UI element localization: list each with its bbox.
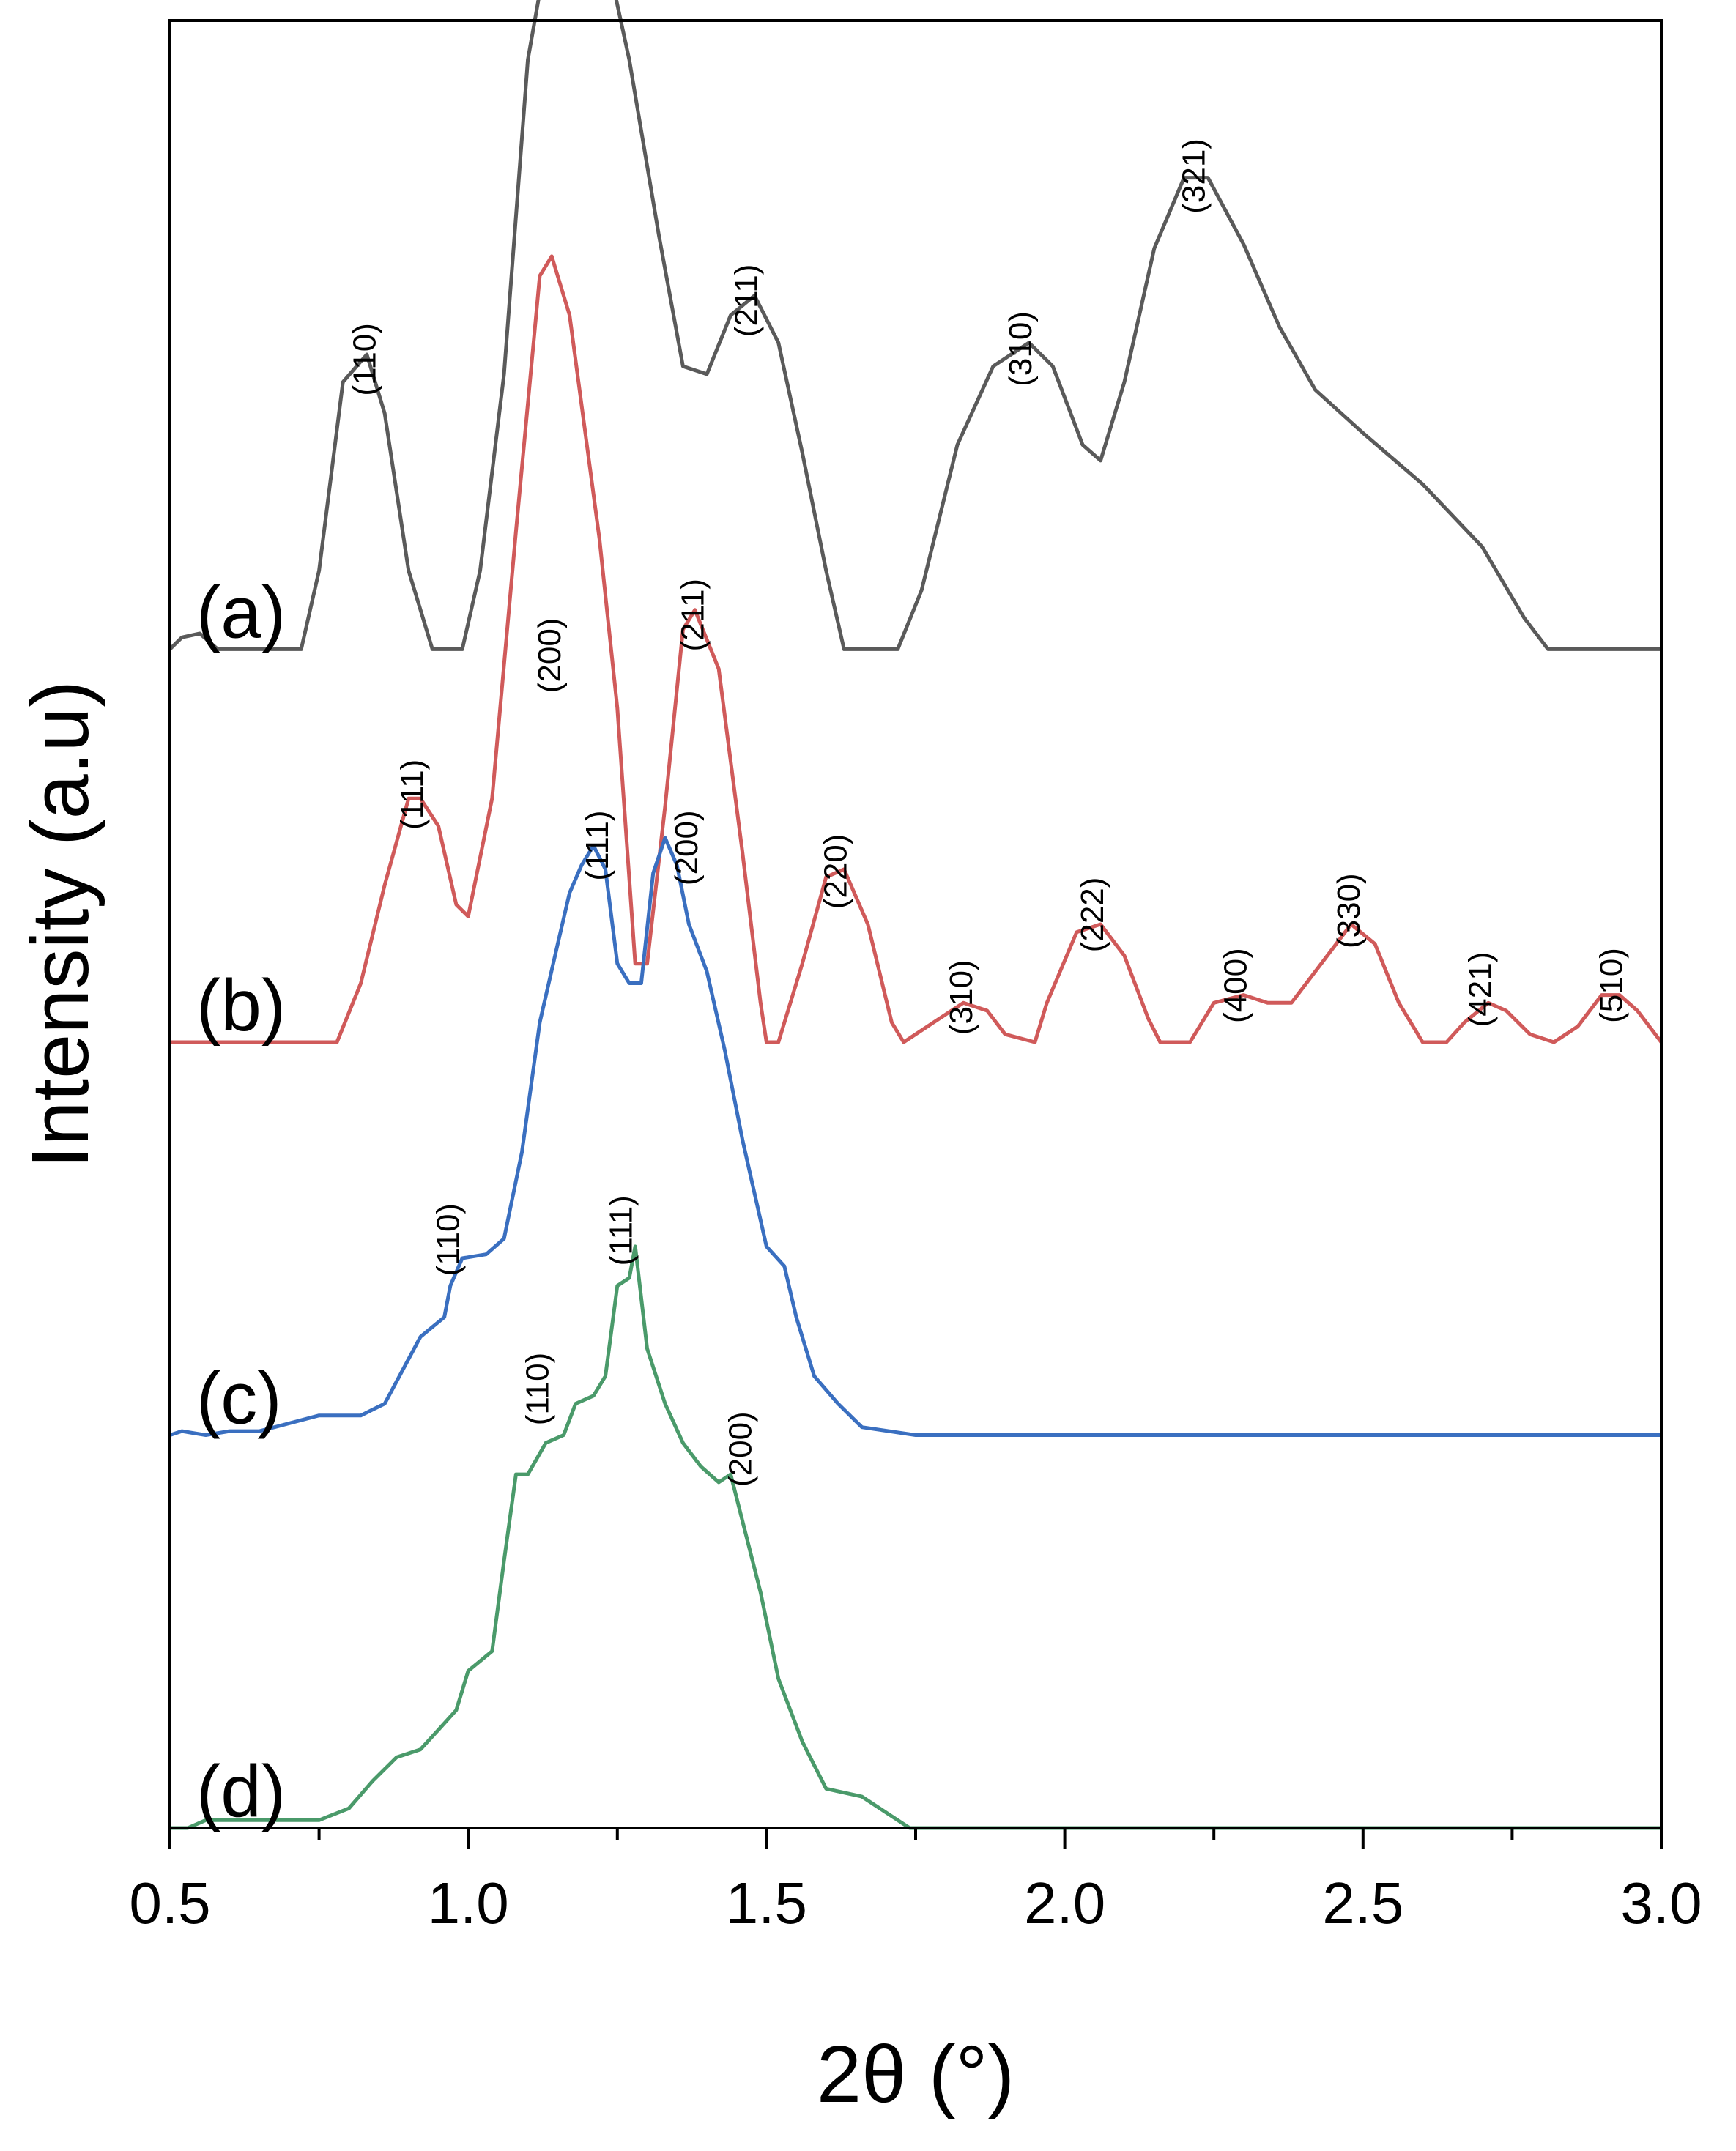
x-tick-label-3: 1.5	[726, 1870, 807, 1936]
peak-label-7: (111)	[394, 759, 430, 830]
x-tick-label-4: 2.0	[1024, 1870, 1105, 1936]
y-axis-title: Intensity (a.u)	[15, 680, 105, 1168]
series-line-3	[169, 836, 1661, 1437]
panel-label-4: (d)	[196, 1750, 286, 1832]
peak-label-9: (220)	[818, 834, 854, 910]
series-line-1	[168, 0, 1661, 651]
series-layer	[168, 0, 1663, 1830]
peak-label-14: (421)	[1462, 952, 1498, 1028]
peak-label-15: (510)	[1593, 948, 1629, 1023]
peak-label-5: (321)	[1176, 138, 1212, 214]
x-axis-title: 2θ (°)	[817, 2029, 1014, 2120]
peak-label-16: (111)	[579, 810, 615, 880]
peak-label-10: (310)	[943, 959, 979, 1035]
peak-label-4: (310)	[1003, 311, 1039, 387]
peak-label-6: (200)	[532, 617, 568, 693]
series-line-4	[170, 1244, 1661, 1830]
peak-label-18: (110)	[430, 1203, 466, 1276]
peak-label-21: (200)	[722, 1411, 758, 1487]
peak-label-1: (110)	[346, 323, 382, 395]
peak-label-12: (400)	[1217, 948, 1253, 1023]
peak-label-3: (211)	[729, 264, 765, 337]
panel-label-1: (a)	[196, 571, 286, 653]
peak-label-13: (330)	[1331, 873, 1367, 948]
peak-label-19: (111)	[604, 1195, 639, 1266]
tick-layer: 0.5 1.0 1.5 2.0 2.5 3.0	[129, 1828, 1702, 1936]
peak-label-17: (200)	[669, 810, 705, 885]
x-tick-label-6: 3.0	[1620, 1870, 1702, 1936]
peak-label-20: (110)	[520, 1353, 556, 1425]
panel-label-3: (c)	[196, 1357, 282, 1439]
panel-label-2: (b)	[196, 965, 286, 1047]
x-tick-label-2: 1.0	[428, 1870, 509, 1936]
peak-label-8: (211)	[675, 579, 711, 651]
x-tick-label-1: 0.5	[129, 1870, 210, 1936]
x-tick-label-5: 2.5	[1322, 1870, 1403, 1936]
annotation-layer: (a) (b) (c) (d) (110) (200) (211) (310) (321) (20…	[196, 138, 1629, 1832]
peak-label-11: (222)	[1075, 877, 1110, 953]
series-line-2	[170, 254, 1663, 1044]
